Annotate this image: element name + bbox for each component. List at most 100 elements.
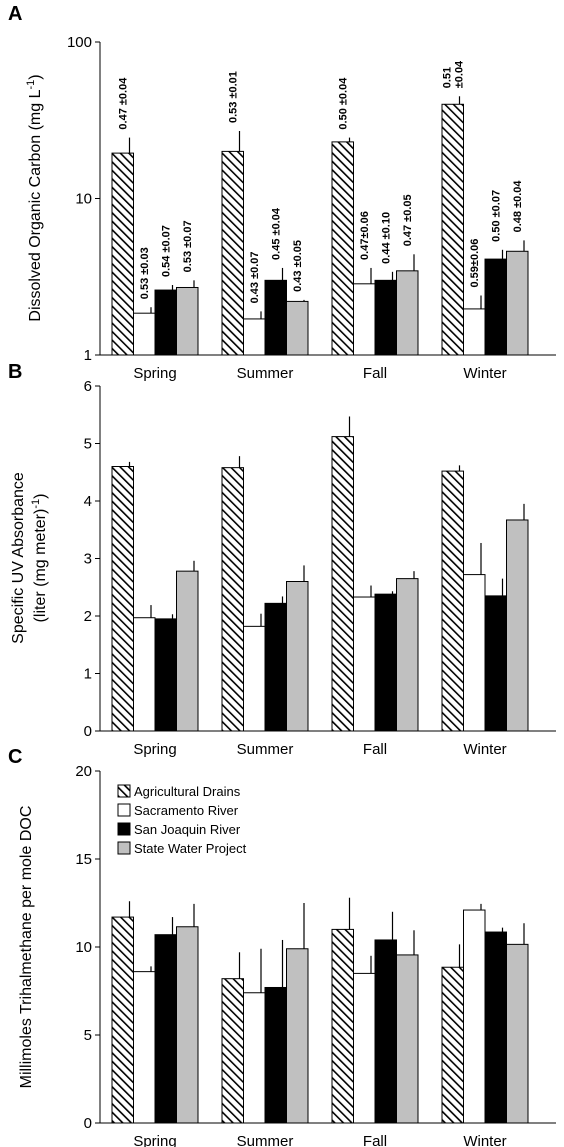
bar [484, 931, 507, 1124]
y-tick-label: 0 [84, 723, 92, 740]
bar [176, 286, 199, 356]
y-axis-label-superscript: -1 [25, 80, 37, 90]
y-tick-label: 10 [75, 939, 92, 956]
panel-label: A [8, 3, 22, 25]
legend-swatch [117, 841, 131, 855]
bar [441, 103, 464, 356]
bar [111, 466, 134, 732]
bar [221, 150, 244, 356]
bar-annotation: 0.47 ±0.04 [118, 77, 130, 130]
bar [133, 617, 156, 732]
bar [176, 570, 199, 732]
bar-annotation: 0.53 ±0.01 [228, 71, 240, 123]
legend-label: San Joaquin River [134, 822, 241, 837]
bar [441, 470, 464, 732]
bar [463, 308, 486, 356]
bar-annotation: 0.59±0.06 [469, 239, 481, 288]
bar [286, 300, 309, 356]
bar [264, 602, 287, 732]
y-tick-label: 5 [84, 436, 92, 453]
y-tick-label: 100 [67, 34, 92, 51]
bar [506, 519, 529, 732]
y-tick-label: 1 [84, 666, 92, 683]
y-axis-label-part: Dissolved Organic Carbon (mg L [27, 89, 44, 321]
x-tick-label: Summer [237, 741, 294, 758]
panel: C Millimoles Trihalmethane per mole DOC 0 5… [8, 746, 556, 1147]
bar [396, 270, 419, 356]
bar [484, 595, 507, 732]
legend-swatch [117, 803, 131, 817]
y-tick-label: 10 [75, 191, 92, 208]
y-tick-label: 3 [84, 551, 92, 568]
bar [243, 318, 266, 356]
bar-annotation: 0.48 ±0.04 [512, 180, 524, 233]
x-tick-label: Fall [363, 365, 387, 382]
y-axis-label-part: Specific UV Absorbance [10, 472, 27, 644]
bar [243, 625, 266, 732]
x-tick-label: Summer [237, 1133, 294, 1147]
bar-annotation: 0.45 ±0.04 [271, 207, 283, 260]
bar [154, 934, 177, 1124]
x-tick-label: Fall [363, 1133, 387, 1147]
legend-swatch [117, 784, 131, 798]
bar [286, 948, 309, 1124]
panel: B Specific UV Absorbance (liter (mg meter)… [8, 361, 556, 758]
x-tick-label: Fall [363, 741, 387, 758]
bar [154, 289, 177, 356]
bar [374, 593, 397, 732]
x-tick-label: Winter [463, 1133, 506, 1147]
x-tick-label: Winter [463, 365, 506, 382]
y-axis-label: Specific UV Absorbance [10, 472, 27, 644]
bar [396, 578, 419, 732]
bar [506, 250, 529, 356]
bar [484, 258, 507, 356]
panel-label: B [8, 361, 22, 383]
y-axis-label-part: Millimoles Trihalmethane per mole DOC [18, 806, 35, 1089]
y-tick-label: 15 [75, 851, 92, 868]
y-tick-label: 0 [84, 1115, 92, 1132]
bar [463, 909, 486, 1124]
bar-annotation: 0.47 ±0.05 [402, 194, 414, 246]
bar [331, 141, 354, 356]
legend-label: Sacramento River [134, 803, 239, 818]
bar [111, 916, 134, 1124]
bar [154, 618, 177, 732]
bar-annotation: 0.43 ±0.07 [249, 251, 261, 303]
bar [111, 152, 134, 356]
bar [264, 279, 287, 356]
bar [133, 971, 156, 1124]
y-tick-label: 6 [84, 378, 92, 395]
bar [506, 943, 529, 1124]
legend-label: Agricultural Drains [134, 784, 241, 799]
bar-annotation: 0.51 [442, 67, 454, 88]
bar [176, 926, 199, 1124]
bar-annotation: 0.44 ±0.10 [381, 212, 393, 264]
y-axis-label: (liter (mg meter)-1) [30, 494, 49, 623]
bar-annotation: 0.54 ±0.07 [161, 225, 173, 277]
bar [441, 966, 464, 1124]
y-axis-label-part: ) [27, 74, 44, 79]
bar-annotation: 0.53 ±0.03 [139, 247, 151, 299]
bar-annotation: ±0.04 [454, 60, 466, 88]
y-tick-label: 2 [84, 608, 92, 625]
bar [243, 992, 266, 1124]
y-axis-label: Dissolved Organic Carbon (mg L-1) [25, 74, 44, 321]
legend-label: State Water Project [134, 841, 247, 856]
bar [331, 436, 354, 732]
bar [264, 986, 287, 1124]
bar [286, 581, 309, 732]
bar [221, 978, 244, 1124]
bar [353, 283, 376, 356]
bar-annotation: 0.43 ±0.05 [292, 240, 304, 292]
x-tick-label: Winter [463, 741, 506, 758]
y-axis-label: Millimoles Trihalmethane per mole DOC [18, 806, 35, 1089]
bar-annotation: 0.50 ±0.07 [491, 190, 503, 242]
x-tick-label: Spring [133, 741, 176, 758]
x-tick-label: Spring [133, 1133, 176, 1147]
x-tick-label: Summer [237, 365, 294, 382]
bar [133, 312, 156, 356]
bar [374, 939, 397, 1124]
legend-swatch [117, 822, 131, 836]
bar [353, 972, 376, 1124]
